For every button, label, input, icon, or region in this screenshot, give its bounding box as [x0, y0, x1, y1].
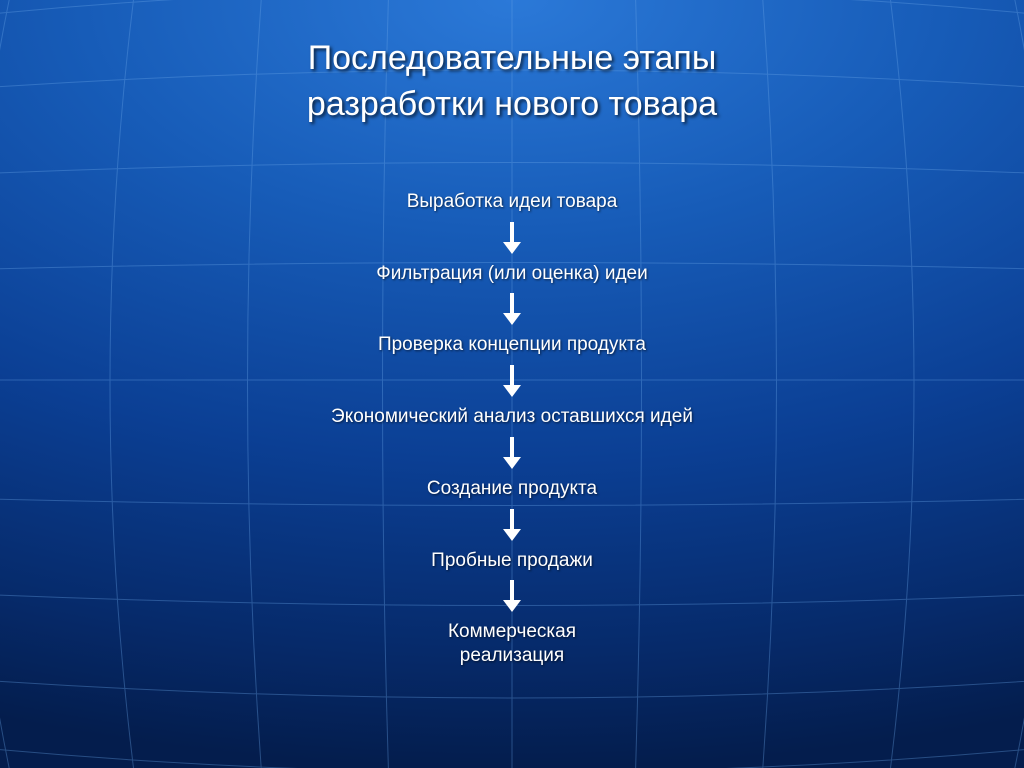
- flow-step-3: Проверка концепции продукта: [378, 333, 646, 357]
- slide-content: Последовательные этапы разработки нового…: [0, 0, 1024, 768]
- arrow-down-icon: [503, 222, 521, 254]
- arrow-down-icon: [503, 580, 521, 612]
- title-line-2: разработки нового товара: [307, 85, 717, 123]
- arrow-down-icon: [503, 293, 521, 325]
- arrow-down-icon: [503, 365, 521, 397]
- slide-title: Последовательные этапы разработки нового…: [307, 36, 717, 128]
- flow-step-5: Создание продукта: [427, 477, 597, 501]
- flow-step-4: Экономический анализ оставшихся идей: [331, 405, 693, 429]
- flow-step-2: Фильтрация (или оценка) идеи: [376, 262, 647, 286]
- flow-step-7: Коммерческая реализация: [448, 620, 576, 668]
- flow-step-6: Пробные продажи: [431, 549, 593, 573]
- title-line-1: Последовательные этапы: [308, 39, 717, 77]
- flow-step-1: Выработка идеи товара: [407, 190, 618, 214]
- flowchart: Выработка идеи товара Фильтрация (или оц…: [331, 190, 693, 668]
- arrow-down-icon: [503, 509, 521, 541]
- arrow-down-icon: [503, 437, 521, 469]
